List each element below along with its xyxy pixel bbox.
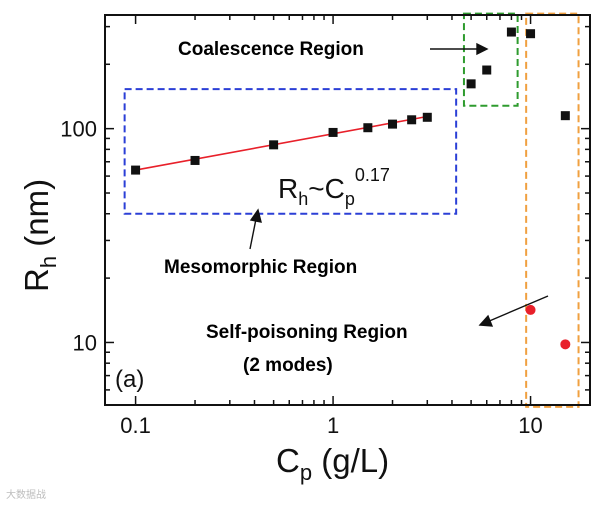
- mesomorphic-arrowhead: [249, 208, 262, 223]
- y-title-sub: h: [36, 256, 61, 268]
- self-poisoning-box: [525, 12, 580, 408]
- coalescence-arrowhead: [476, 42, 489, 56]
- x-tick-label: 1: [327, 413, 339, 438]
- data-point: [560, 111, 570, 121]
- x-title-main: C: [276, 442, 300, 479]
- data-point: [506, 27, 516, 37]
- x-tick-label: 10: [518, 413, 542, 438]
- watermark: 大数据战: [6, 490, 46, 501]
- x-title-rest: (g/L): [312, 442, 389, 479]
- data-point: [328, 127, 338, 137]
- y-tick-label: 100: [60, 117, 97, 142]
- mesomorphic-box: [123, 88, 458, 215]
- y-title-rest: (nm): [18, 179, 55, 256]
- eq-exponent: 0.17: [355, 165, 390, 185]
- x-tick-label: 0.1: [120, 413, 151, 438]
- data-point: [190, 155, 200, 165]
- data-point: [269, 140, 279, 150]
- eq-r-sub: h: [298, 189, 308, 209]
- eq-c-sub: p: [345, 189, 355, 209]
- data-point: [466, 79, 476, 89]
- fit-line: [135, 115, 428, 171]
- data-point: [525, 304, 536, 315]
- annotation-arrows: [249, 42, 549, 327]
- plot-frame: [104, 14, 591, 406]
- data-points: [131, 27, 571, 350]
- data-point: [388, 119, 398, 129]
- coalescence-box: [462, 12, 519, 107]
- data-point: [526, 29, 536, 39]
- region-boxes: [123, 12, 580, 408]
- data-point: [560, 339, 571, 350]
- data-point: [407, 115, 417, 125]
- data-point: [422, 112, 432, 122]
- x-title-sub: p: [300, 460, 312, 485]
- data-point: [482, 65, 492, 75]
- coalescence-label: Coalescence Region: [178, 39, 364, 60]
- y-axis-title: Rh (nm): [18, 179, 61, 292]
- fit-equation: Rh~Cp0.17: [278, 165, 390, 209]
- self-poisoning-arrowhead: [478, 314, 494, 327]
- axis-ticks: 0.1 1 10 10 100: [60, 15, 591, 438]
- eq-c: C: [325, 173, 345, 204]
- data-point: [131, 165, 141, 175]
- panel-label: (a): [115, 366, 144, 393]
- mesomorphic-label: Mesomorphic Region: [164, 257, 357, 278]
- eq-tilde: ~: [308, 173, 324, 204]
- self-poisoning-modes-label: (2 modes): [243, 355, 333, 376]
- self-poisoning-label: Self-poisoning Region: [206, 322, 408, 343]
- eq-r: R: [278, 173, 298, 204]
- data-point: [363, 123, 373, 133]
- y-title-main: R: [18, 268, 55, 292]
- y-tick-label: 10: [73, 330, 97, 355]
- mesomorphic-arrow: [249, 218, 257, 250]
- x-axis-title: Cp (g/L): [276, 442, 389, 485]
- self-poisoning-arrow: [486, 295, 549, 323]
